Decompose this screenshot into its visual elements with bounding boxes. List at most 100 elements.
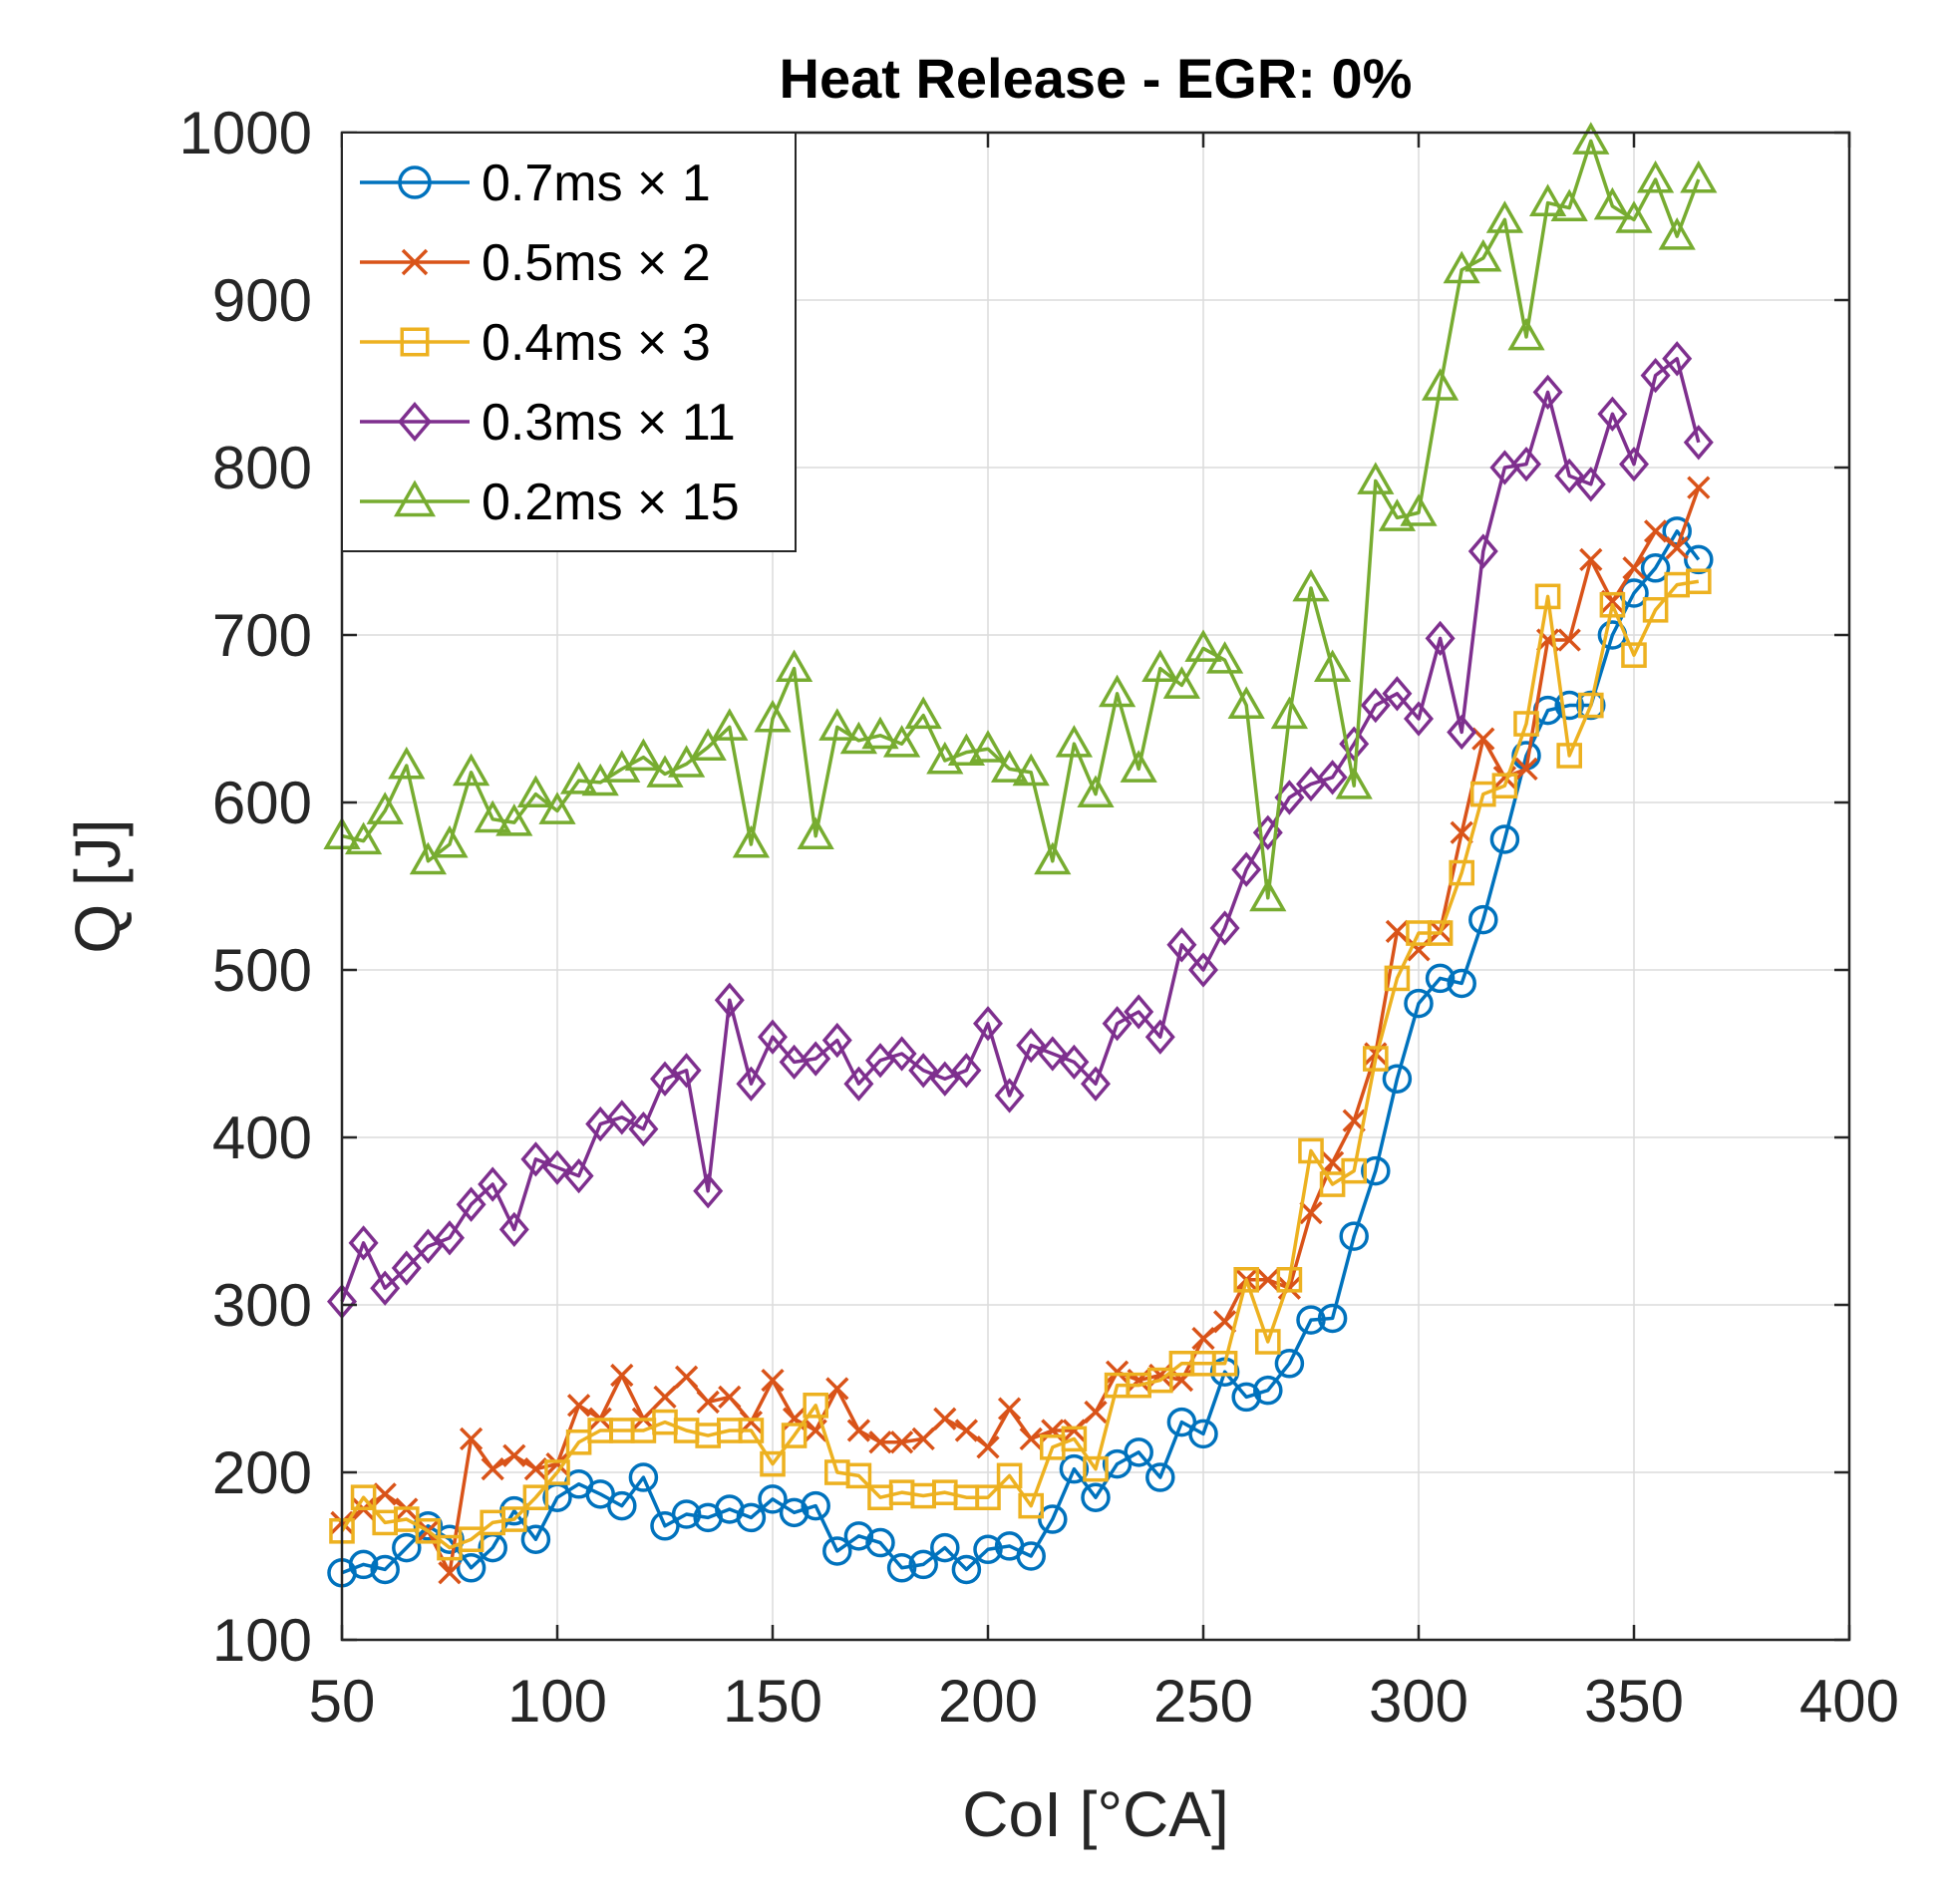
- data-point: [1255, 1329, 1281, 1355]
- data-point: [1313, 649, 1352, 683]
- data-point: [1144, 1019, 1175, 1055]
- y-tick-label: 600: [212, 770, 312, 836]
- data-point: [760, 1450, 786, 1477]
- series-4: [326, 341, 1714, 1320]
- data-point: [1055, 725, 1094, 758]
- data-point: [1209, 910, 1240, 946]
- data-point: [1640, 357, 1671, 394]
- data-point: [754, 699, 792, 733]
- data-point: [1188, 1419, 1218, 1449]
- data-point: [1427, 920, 1454, 946]
- data-point: [671, 1499, 702, 1529]
- data-point: [1528, 183, 1567, 217]
- x-tick-label: 150: [723, 1668, 822, 1735]
- data-point: [1599, 591, 1626, 618]
- data-point: [969, 730, 1007, 763]
- data-point: [1296, 1305, 1326, 1335]
- data-point: [456, 1186, 487, 1222]
- data-point: [606, 1100, 637, 1135]
- data-point: [845, 1462, 872, 1489]
- data-point: [1205, 641, 1244, 674]
- data-point: [1012, 753, 1050, 787]
- data-point: [951, 1053, 982, 1089]
- data-point: [516, 775, 555, 808]
- data-point: [1233, 1267, 1260, 1293]
- data-point: [1578, 692, 1604, 719]
- data-point: [1211, 1351, 1238, 1377]
- data-point: [1421, 368, 1460, 401]
- data-point: [438, 1561, 462, 1585]
- data-point: [1018, 1492, 1045, 1519]
- data-point: [1298, 1137, 1324, 1164]
- legend-label: 0.2ms × 15: [482, 474, 740, 531]
- data-point: [757, 1019, 789, 1055]
- data-point: [908, 1549, 938, 1580]
- data-point: [1253, 1375, 1283, 1406]
- data-point: [846, 1419, 871, 1442]
- data-point: [994, 1078, 1025, 1113]
- data-point: [501, 1506, 527, 1532]
- data-point: [1532, 374, 1563, 411]
- legend-marker: [398, 165, 432, 199]
- data-point: [1292, 568, 1330, 602]
- data-point: [930, 1532, 960, 1563]
- data-point: [1357, 462, 1395, 494]
- data-point: [1080, 1066, 1112, 1102]
- data-point: [801, 1041, 831, 1077]
- data-point: [1098, 674, 1136, 708]
- data-point: [843, 1521, 874, 1551]
- data-point: [886, 1036, 917, 1072]
- data-point: [761, 1368, 785, 1393]
- data-point: [566, 1394, 591, 1418]
- data-point: [1514, 757, 1538, 782]
- y-tick-label: 500: [212, 937, 312, 1004]
- data-point: [1059, 1044, 1090, 1081]
- data-point: [456, 1553, 487, 1583]
- series-5: [323, 122, 1718, 912]
- x-tick-label: 100: [507, 1668, 607, 1735]
- data-point: [1105, 1360, 1130, 1384]
- data-point: [1550, 188, 1588, 222]
- data-point: [431, 824, 469, 858]
- data-point: [1382, 676, 1413, 712]
- data-point: [929, 1061, 960, 1097]
- data-point: [822, 1536, 852, 1566]
- series-3: [329, 568, 1712, 1561]
- data-point: [1684, 544, 1714, 575]
- data-point: [391, 1250, 422, 1286]
- data-point: [522, 1484, 549, 1511]
- data-point: [775, 649, 813, 683]
- data-point: [628, 1462, 659, 1492]
- x-tick-label: 50: [309, 1668, 376, 1735]
- x-tick-label: 350: [1584, 1668, 1684, 1735]
- data-point: [803, 1393, 829, 1419]
- data-point: [1276, 1267, 1303, 1293]
- data-point: [523, 1457, 548, 1481]
- x-axis-label: CoI [°CA]: [962, 1778, 1228, 1850]
- data-point: [1335, 767, 1373, 799]
- data-point: [649, 1061, 681, 1097]
- data-point: [1361, 1155, 1391, 1186]
- data-point: [610, 1363, 634, 1388]
- data-point: [388, 746, 426, 780]
- legend-label: 0.4ms × 3: [482, 314, 711, 372]
- data-point: [1360, 687, 1391, 724]
- data-point: [1425, 963, 1456, 994]
- data-point: [481, 1457, 504, 1481]
- data-point: [624, 738, 663, 772]
- legend: 0.7ms × 1 0.5ms × 2 0.4ms × 3 0.3ms × 11 0.2…: [341, 132, 797, 552]
- data-point: [973, 1534, 1003, 1565]
- data-point: [667, 745, 706, 778]
- data-point: [458, 1526, 485, 1553]
- data-point: [1449, 859, 1475, 886]
- data-point: [976, 1435, 1000, 1459]
- data-point: [1145, 1462, 1175, 1492]
- data-point: [1464, 238, 1502, 272]
- data-point: [1062, 1419, 1087, 1442]
- data-point: [1299, 1200, 1323, 1225]
- y-tick-label: 100: [212, 1607, 312, 1674]
- legend-label: 0.5ms × 2: [482, 234, 711, 292]
- data-point: [1687, 476, 1711, 499]
- data-point: [1404, 988, 1434, 1019]
